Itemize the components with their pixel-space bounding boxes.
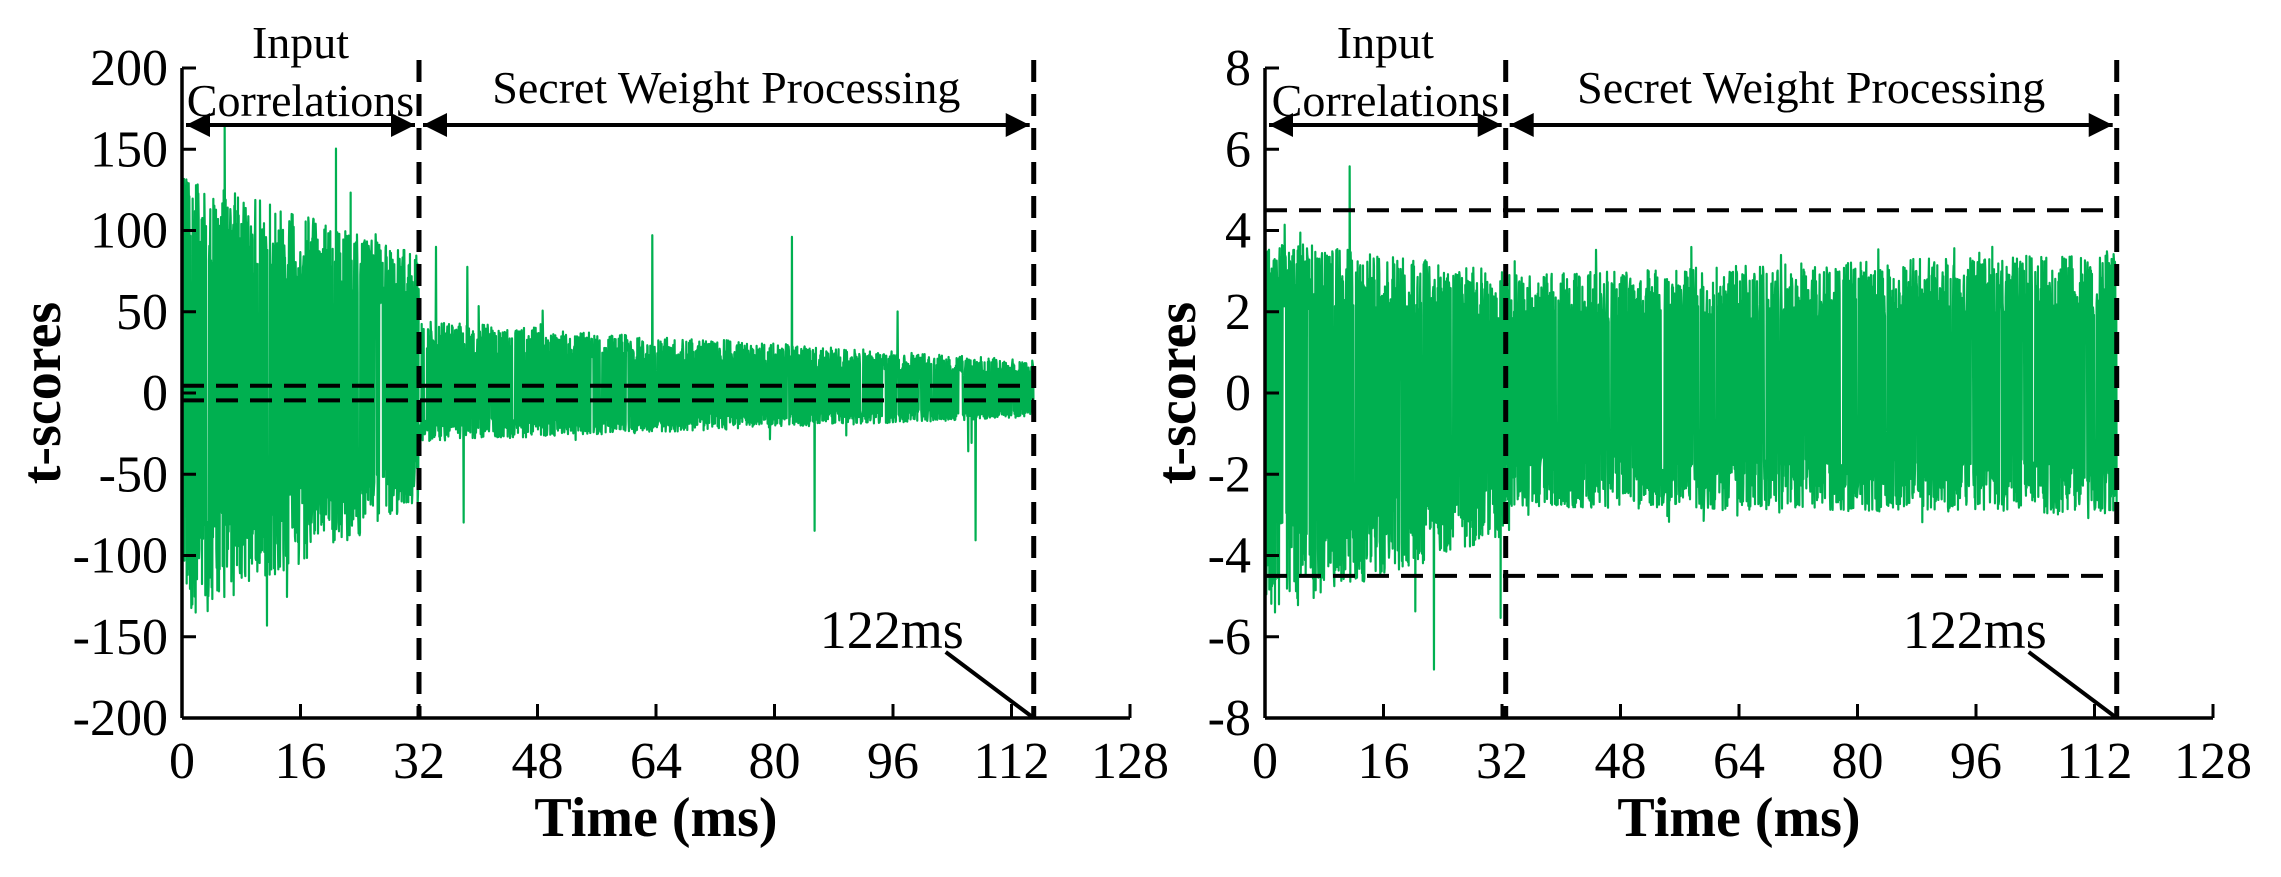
right-y-tick-label: 4	[1225, 203, 1251, 260]
right-phase-label: Secret Weight Processing	[1577, 62, 2045, 113]
right-x-tick-label: 64	[1713, 733, 1765, 790]
left-y-tick-label: 100	[90, 203, 168, 260]
right-y-tick-label: 8	[1225, 40, 1251, 97]
right-y-tick-label: -8	[1208, 690, 1251, 747]
left-signal-segment	[180, 123, 421, 627]
left-y-tick-label: 150	[90, 121, 168, 178]
left-y-tick-label: 200	[90, 40, 168, 97]
left-x-tick-label: 112	[973, 733, 1049, 790]
right-phase-arrow-head-right	[2088, 113, 2113, 137]
right-signal-group	[1263, 165, 2118, 671]
right-y-tick-label: -2	[1208, 446, 1251, 503]
left-phase-label: Correlations	[187, 75, 414, 126]
right-signal-segment	[1263, 165, 1507, 671]
right-x-tick-label: 32	[1476, 733, 1528, 790]
right-y-tick-label: -6	[1208, 609, 1251, 666]
right-phase-label: Correlations	[1272, 75, 1499, 126]
left-x-tick-label: 32	[393, 733, 445, 790]
left-y-tick-label: -50	[99, 446, 168, 503]
left-y-axis-title: t-scores	[11, 302, 73, 484]
right-y-tick-label: 0	[1225, 365, 1251, 422]
right-y-tick-label: 2	[1225, 284, 1251, 341]
left-y-tick-label: -200	[73, 690, 168, 747]
left-x-tick-label: 16	[275, 733, 327, 790]
left-x-tick-label: 128	[1091, 733, 1169, 790]
right-y-axis-title: t-scores	[1146, 302, 1208, 484]
left-marker-leader	[944, 650, 1035, 720]
right-phase-arrow-head-right	[1477, 113, 1502, 137]
left-y-tick-label: -100	[73, 528, 168, 585]
left-y-tick-label: 50	[116, 284, 168, 341]
left-y-tick-label: 0	[142, 365, 168, 422]
left-x-axis-title: Time (ms)	[534, 787, 777, 849]
left-signal-group	[180, 123, 1035, 627]
left-x-tick-label: 64	[630, 733, 682, 790]
right-x-tick-label: 48	[1595, 733, 1647, 790]
right-x-tick-label: 16	[1358, 733, 1410, 790]
left-y-tick-label: -150	[73, 609, 168, 666]
right-phase-label: Input	[1337, 17, 1434, 68]
left-phase-label: Secret Weight Processing	[492, 62, 960, 113]
right-y-tick-label: -4	[1208, 528, 1251, 585]
left-phase-arrow-head-left	[186, 113, 210, 137]
right-x-tick-label: 0	[1252, 733, 1278, 790]
right-x-tick-label: 128	[2174, 733, 2252, 790]
right-y-tick-label: 6	[1225, 121, 1251, 178]
left-phase-label: Input	[252, 17, 349, 68]
left-phase-arrow-head-right	[1005, 113, 1030, 137]
left-signal-segment	[417, 234, 1035, 542]
right-marker-leader	[2027, 650, 2118, 720]
left-phase-arrow-head-left	[423, 113, 447, 137]
left-x-tick-label: 0	[169, 733, 195, 790]
left-x-tick-label: 80	[749, 733, 801, 790]
right-x-tick-label: 96	[1950, 733, 2002, 790]
left-phase-arrow-head-right	[391, 113, 415, 137]
left-x-tick-label: 48	[512, 733, 564, 790]
right-phase-arrow-head-left	[1269, 113, 1293, 137]
right-signal-segment	[1504, 245, 2118, 532]
right-x-tick-label: 112	[2056, 733, 2132, 790]
left-x-tick-label: 96	[867, 733, 919, 790]
left-marker-label: 122ms	[820, 600, 964, 660]
right-x-axis-title: Time (ms)	[1617, 787, 1860, 849]
right-phase-arrow-head-left	[1509, 113, 1534, 137]
right-x-tick-label: 80	[1832, 733, 1884, 790]
right-marker-label: 122ms	[1903, 600, 2047, 660]
